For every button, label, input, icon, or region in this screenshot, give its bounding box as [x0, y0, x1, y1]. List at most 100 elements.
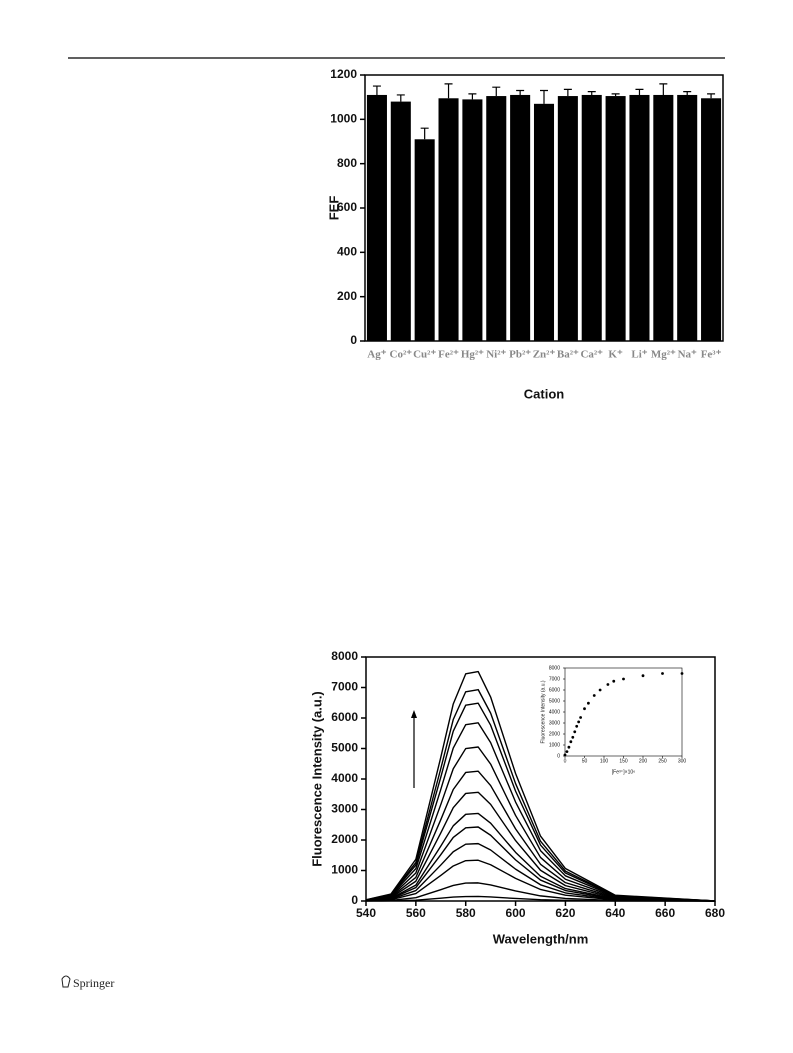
- point: [641, 674, 645, 678]
- bar: [533, 103, 555, 341]
- x-tick-label: 50: [582, 758, 588, 764]
- y-tick-label: 4000: [331, 771, 358, 785]
- y-tick-label: 1000: [330, 112, 357, 126]
- error-bar: [683, 91, 692, 95]
- point: [571, 735, 575, 739]
- spectrum-line: [365, 895, 716, 902]
- y-axis-title: FEF: [326, 196, 341, 221]
- spectrum-line: [365, 812, 716, 902]
- springer-logo: [61, 975, 71, 988]
- error-bar: [611, 93, 620, 97]
- y-tick-label: 7000: [549, 676, 560, 682]
- point: [569, 740, 573, 744]
- error-bar: [396, 94, 405, 102]
- y-tick-label: 6000: [331, 710, 358, 724]
- y-tick-label: 7000: [331, 680, 358, 694]
- x-axis-title: Cation: [524, 386, 565, 401]
- y-tick-label: 0: [557, 753, 560, 759]
- spectrum-line: [365, 826, 716, 902]
- point: [573, 730, 577, 734]
- x-axis-title: [Fe³⁺]×10⁶: [612, 769, 635, 775]
- x-tick-label: Li⁺: [631, 349, 647, 361]
- y-tick-label: 1200: [330, 67, 357, 81]
- error-bar: [372, 85, 381, 95]
- spectrum-line: [365, 842, 716, 902]
- y-tick-label: 8000: [331, 649, 358, 663]
- y-tick-label: 2000: [331, 832, 358, 846]
- x-tick-label: Fe³⁺: [701, 349, 722, 361]
- error-bar: [468, 93, 477, 100]
- error-bar: [563, 88, 572, 97]
- error-bar: [587, 91, 596, 95]
- bar: [390, 101, 411, 341]
- x-tick-label: 600: [506, 906, 526, 920]
- point: [592, 694, 596, 697]
- y-tick-label: 0: [350, 333, 357, 347]
- x-tick-label: Fe²⁺: [438, 349, 459, 361]
- spectrum-line: [365, 746, 716, 902]
- y-tick-label: 3000: [549, 720, 560, 726]
- y-tick-label: 3000: [331, 802, 358, 816]
- y-axis-title: Fluorescence Intensity (a.u.): [309, 691, 324, 867]
- x-tick-label: 640: [605, 906, 625, 920]
- point: [606, 683, 610, 686]
- point: [612, 679, 616, 683]
- bar: [486, 96, 507, 341]
- bar: [557, 96, 578, 341]
- error-bar: [492, 86, 501, 97]
- x-tick-label: Mg²⁺: [651, 349, 676, 361]
- x-tick-label: Cu²⁺: [413, 349, 436, 361]
- x-tick-label: 620: [555, 906, 575, 920]
- bar: [653, 94, 674, 341]
- point: [598, 688, 602, 692]
- y-tick-label: 1000: [331, 863, 358, 877]
- x-tick-label: Pb²⁺: [509, 349, 531, 361]
- arrow: [411, 710, 417, 788]
- y-tick-label: 6000: [549, 687, 560, 693]
- plot-frame: [564, 667, 683, 757]
- y-tick-label: 5000: [331, 741, 358, 755]
- error-bar: [707, 93, 716, 99]
- x-tick-label: Ag⁺: [367, 349, 386, 361]
- x-tick-label: 250: [658, 758, 667, 764]
- x-tick-label: 300: [678, 758, 687, 764]
- x-tick-label: 560: [406, 906, 426, 920]
- y-tick-label: 400: [337, 245, 357, 259]
- error-bar: [659, 83, 668, 95]
- x-tick-label: Hg²⁺: [461, 349, 484, 361]
- point: [577, 720, 581, 724]
- x-tick-label: Co²⁺: [390, 349, 413, 361]
- y-tick-label: 800: [337, 156, 357, 170]
- point: [661, 672, 664, 675]
- bar: [462, 99, 483, 341]
- error-bar: [540, 89, 548, 104]
- error-bar: [420, 127, 429, 140]
- spectrum-line: [365, 882, 716, 902]
- point: [587, 701, 590, 705]
- x-tick-label: 100: [600, 758, 609, 764]
- y-tick-label: 4000: [549, 709, 560, 715]
- y-tick-label: 1000: [549, 742, 560, 748]
- spectrum-line: [365, 722, 716, 902]
- spectrum-line: [365, 702, 716, 902]
- x-tick-label: 0: [564, 758, 567, 764]
- bar: [677, 94, 698, 341]
- spectrum-line: [365, 791, 716, 902]
- publisher: Springer: [73, 976, 114, 990]
- spectrum-line: [365, 688, 716, 902]
- bar: [438, 98, 459, 342]
- point: [565, 750, 569, 753]
- x-tick-label: 580: [456, 906, 476, 920]
- x-tick-label: 150: [619, 758, 628, 764]
- x-tick-label: Na⁺: [678, 349, 697, 361]
- point: [567, 745, 571, 749]
- spectrum-line: [365, 859, 716, 902]
- y-tick-label: 600: [337, 200, 357, 214]
- x-tick-label: K⁺: [608, 349, 623, 361]
- error-bar: [444, 83, 453, 99]
- spectrum-line: [365, 770, 716, 902]
- bar: [510, 94, 531, 341]
- y-tick-label: 8000: [549, 665, 560, 671]
